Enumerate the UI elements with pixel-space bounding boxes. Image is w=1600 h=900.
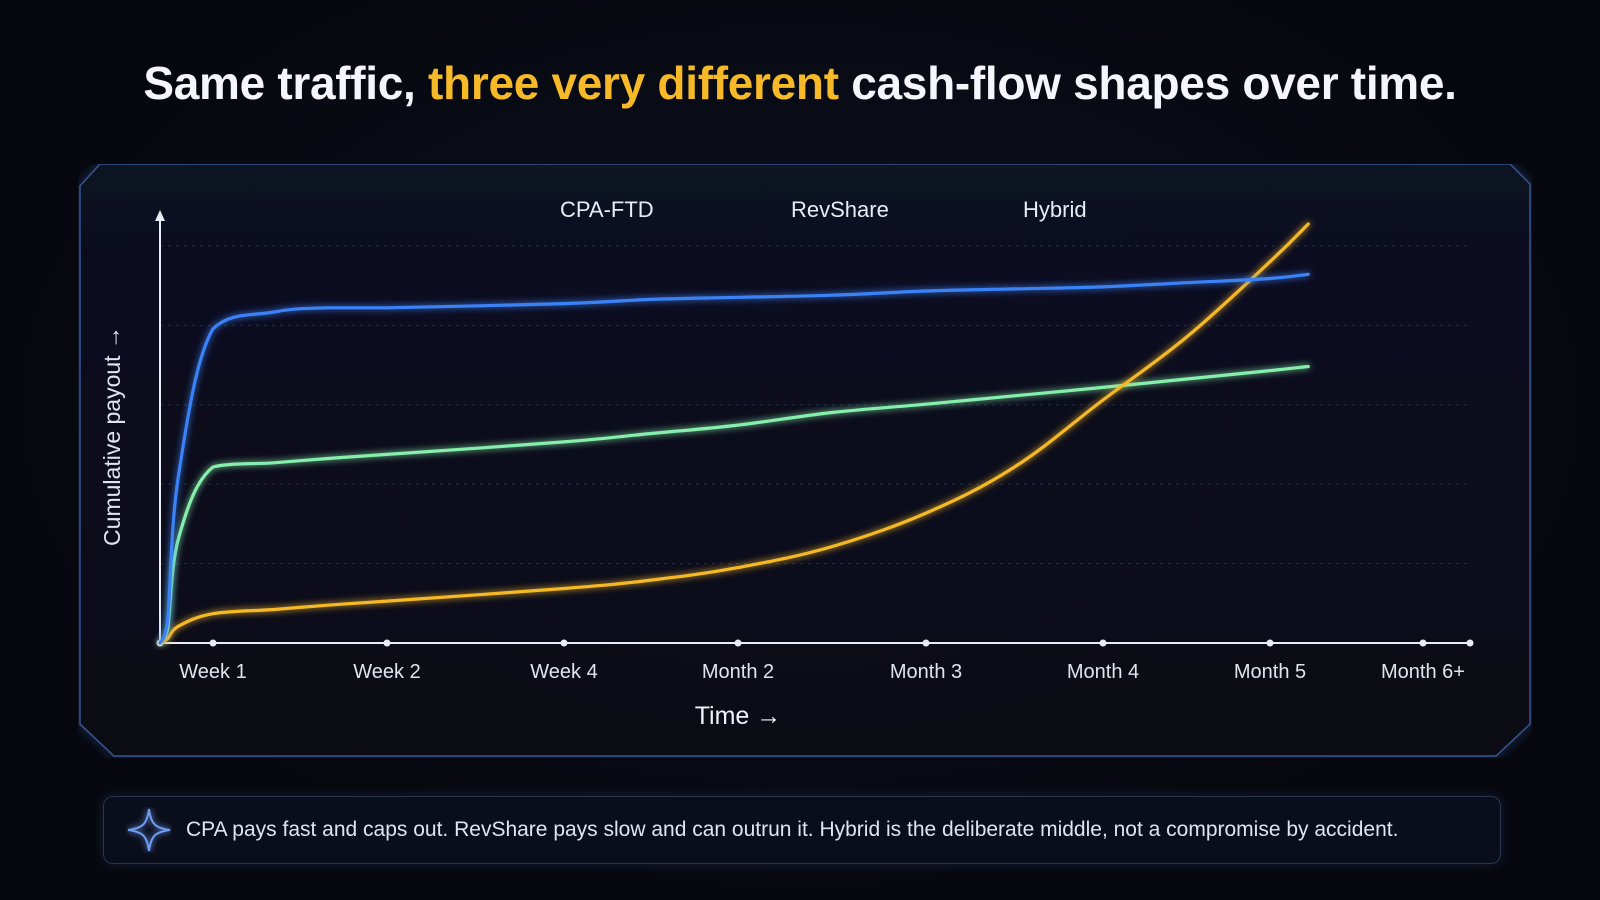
gridlines — [160, 245, 1470, 565]
y-axis-label: Cumulative payout → — [99, 326, 125, 546]
legend-label-revshare: RevShare — [791, 197, 889, 222]
page-title: Same traffic, three very different cash-… — [0, 56, 1600, 110]
x-tick-mark — [734, 639, 742, 647]
chart-panel: Week 1 Week 2 Week 4 Month 2 Month 3 Month 4 M… — [78, 164, 1532, 758]
x-tick-label: Week 1 — [179, 661, 246, 683]
x-tick-mark — [209, 639, 217, 647]
chart-svg: Week 1 Week 2 Week 4 Month 2 Month 3 Month 4 M… — [79, 164, 1531, 757]
x-axis-label: Time → — [695, 702, 782, 730]
series-line-revshare — [158, 222, 1310, 645]
takeaway-callout: CPA pays fast and caps out. RevShare pay… — [103, 796, 1501, 864]
series-line-cpa-ftd — [158, 272, 1310, 645]
x-tick-mark — [922, 639, 930, 647]
series-lines — [158, 222, 1310, 645]
x-tick-label: Week 2 — [353, 661, 420, 683]
x-tick-mark — [1266, 639, 1274, 647]
x-axis-end-dot — [1466, 639, 1474, 647]
x-tick-label: Week 4 — [530, 661, 597, 683]
legend-label-cpa-ftd: CPA-FTD — [560, 197, 654, 222]
x-tick-mark — [560, 639, 568, 647]
y-axis-arrowhead — [155, 210, 165, 221]
legend-item-hybrid: Hybrid — [948, 197, 1087, 222]
legend-item-cpa-ftd: CPA-FTD — [486, 197, 654, 222]
legend-item-revshare: RevShare — [716, 197, 889, 222]
x-ticks: Week 1 Week 2 Week 4 Month 2 Month 3 Month 4 M… — [179, 639, 1465, 683]
title-highlight: three very different — [428, 57, 839, 109]
x-tick-mark — [1419, 639, 1427, 647]
chart-frame — [79, 164, 1531, 757]
x-tick-label: Month 2 — [702, 661, 774, 683]
x-tick-label: Month 4 — [1067, 661, 1139, 683]
legend: CPA-FTD RevShare Hybrid — [486, 197, 1087, 222]
x-tick-label: Month 5 — [1234, 661, 1306, 683]
x-tick-label: Month 3 — [890, 661, 962, 683]
x-tick-mark — [383, 639, 391, 647]
axes — [155, 210, 1474, 647]
sparkle-icon — [127, 808, 171, 852]
legend-label-hybrid: Hybrid — [1023, 197, 1087, 222]
series-line-hybrid — [158, 364, 1310, 645]
title-lead: Same traffic, — [143, 57, 429, 109]
title-tail: cash-flow shapes over time. — [838, 57, 1457, 109]
callout-text: CPA pays fast and caps out. RevShare pay… — [186, 818, 1399, 841]
x-tick-mark — [1099, 639, 1107, 647]
x-tick-label: Month 6+ — [1381, 661, 1465, 683]
